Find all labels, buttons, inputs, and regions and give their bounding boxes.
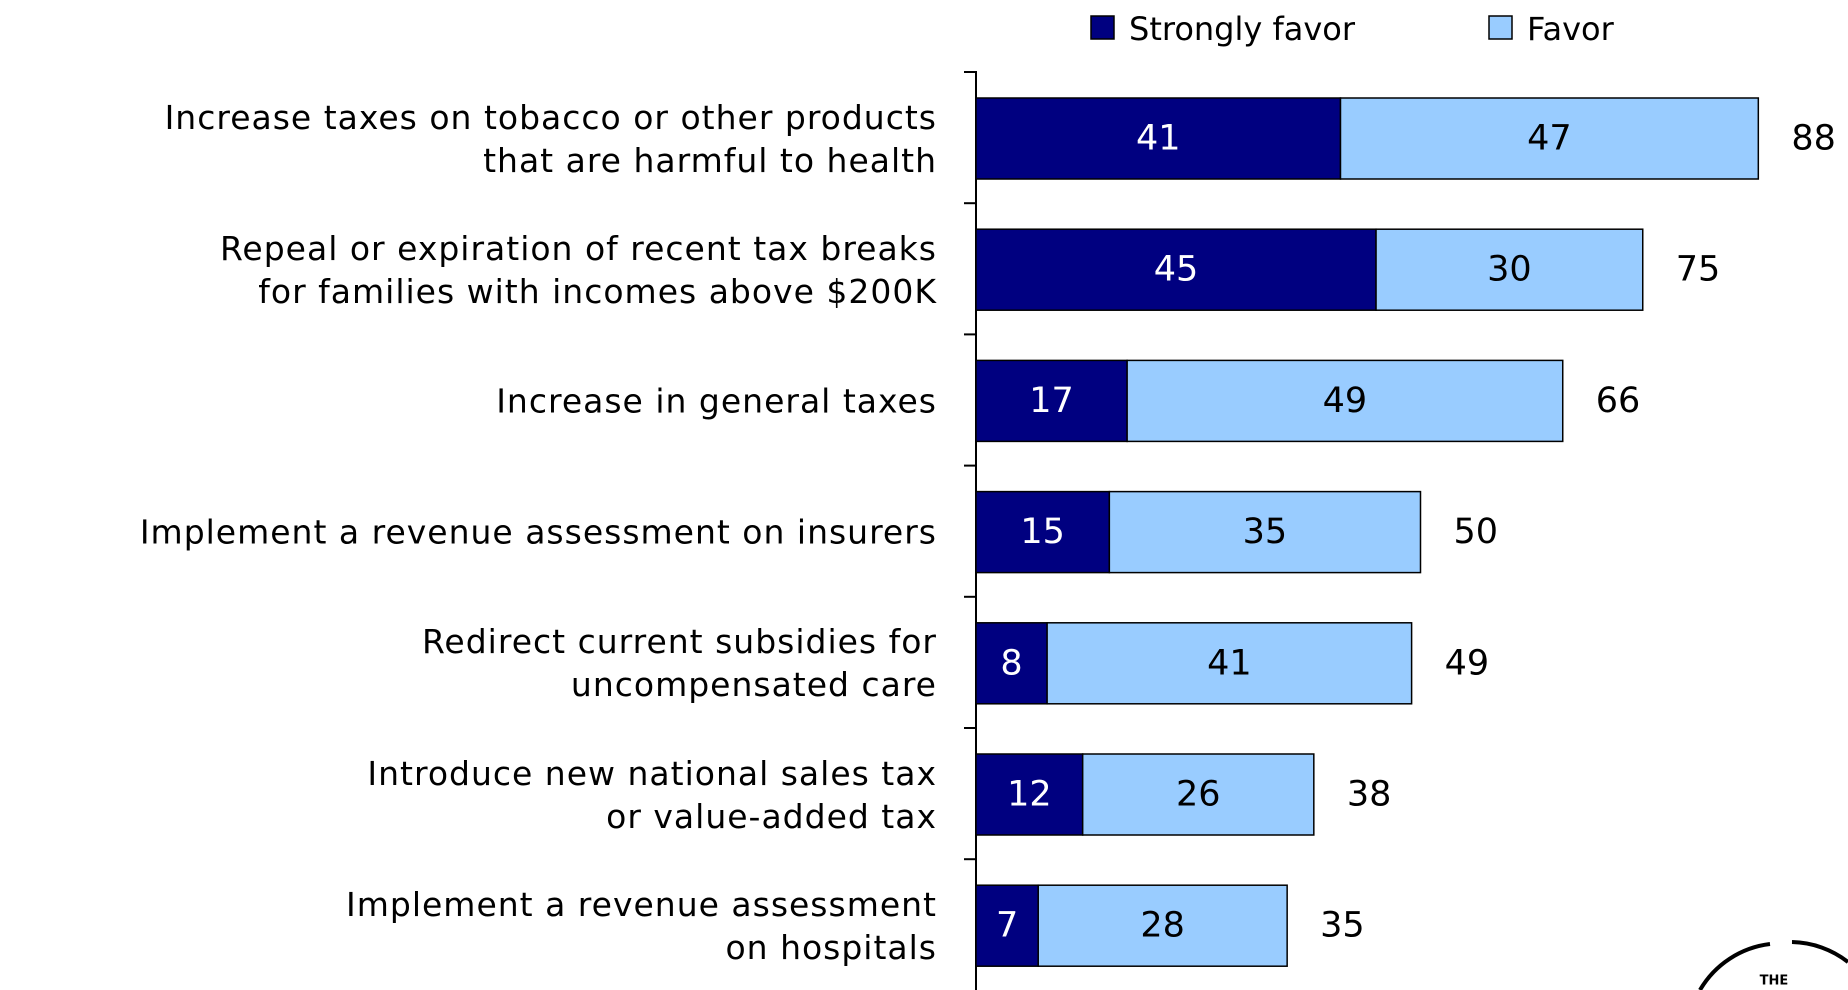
legend-swatch (1488, 15, 1513, 40)
bar-segment (975, 490, 1111, 574)
category-label: Increase taxes on tobacco or other produ… (164, 97, 937, 180)
bar-segment (975, 884, 1039, 967)
bar-segment (1375, 228, 1644, 311)
category-label: Repeal or expiration of recent tax break… (219, 228, 937, 311)
bar-segment (1046, 622, 1413, 705)
segment-label: 47 (1527, 119, 1572, 159)
segment-label: 30 (1487, 250, 1532, 290)
bar-segment (1339, 97, 1760, 180)
bar-segment (975, 753, 1084, 836)
segment-label: 49 (1323, 381, 1368, 421)
category-label: Implement a revenue assessment on insure… (139, 512, 937, 552)
total-label: 66 (1596, 381, 1641, 421)
legend-label: Favor (1527, 10, 1615, 48)
segment-label: 12 (1007, 775, 1052, 815)
segment-label: 41 (1207, 643, 1252, 683)
category-label: Redirect current subsidies for uncompens… (421, 622, 937, 705)
bar-segment (1037, 884, 1288, 967)
total-label: 75 (1676, 250, 1721, 290)
logo-text: THE (1760, 974, 1789, 989)
segment-label: 45 (1154, 250, 1199, 290)
segment-label: 8 (1000, 643, 1022, 683)
bar-segment (975, 622, 1048, 705)
segment-label: 7 (996, 906, 1018, 946)
category-label: Introduce new national sales tax or valu… (367, 753, 937, 836)
total-label: 35 (1320, 906, 1365, 946)
legend-swatch (1090, 15, 1115, 40)
bar-segment (975, 97, 1342, 180)
segment-label: 28 (1140, 906, 1185, 946)
segment-label: 15 (1020, 512, 1065, 552)
total-label: 49 (1445, 643, 1490, 683)
total-label: 88 (1791, 119, 1836, 159)
bar-segment (975, 228, 1377, 311)
bar-segment (1126, 359, 1564, 443)
total-label: 38 (1347, 775, 1392, 815)
bar-segment (1081, 753, 1315, 836)
category-label: Increase in general taxes (496, 381, 937, 421)
legend-label: Strongly favor (1129, 10, 1356, 48)
segment-label: 26 (1176, 775, 1221, 815)
bar-segment (975, 359, 1128, 443)
category-label: Implement a revenue assessment on hospit… (346, 884, 937, 967)
segment-label: 17 (1029, 381, 1074, 421)
segment-label: 35 (1243, 512, 1288, 552)
total-label: 50 (1454, 512, 1499, 552)
bar-segment (1108, 490, 1422, 574)
logo-ring (1698, 940, 1848, 990)
segment-label: 41 (1136, 119, 1181, 159)
